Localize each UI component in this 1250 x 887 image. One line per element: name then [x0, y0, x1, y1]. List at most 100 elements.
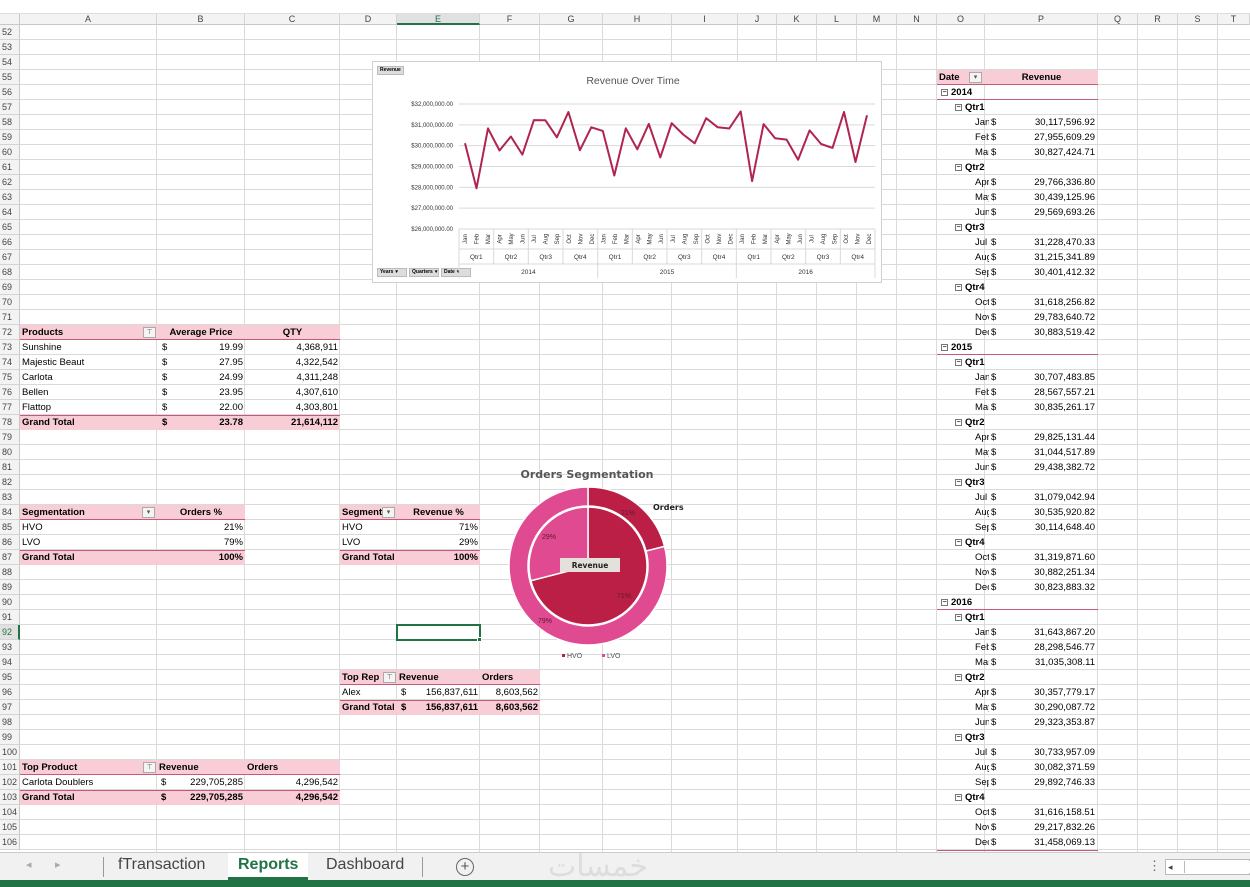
scrollbar-left-arrow[interactable]: ◂ — [1168, 862, 1173, 872]
row-header-94[interactable]: 94 — [0, 655, 20, 670]
quarter-row[interactable]: − Qtr2 — [953, 415, 1013, 430]
row-header-98[interactable]: 98 — [0, 715, 20, 730]
sheet-tab-ftransaction[interactable]: fTransaction — [118, 856, 206, 873]
row-header-88[interactable]: 88 — [0, 565, 20, 580]
collapse-icon[interactable]: − — [955, 283, 962, 291]
row-header-95[interactable]: 95 — [0, 670, 20, 685]
row-header-55[interactable]: 55 — [0, 70, 20, 85]
column-header-T[interactable]: T — [1218, 14, 1250, 25]
row-header-80[interactable]: 80 — [0, 445, 20, 460]
row-header-65[interactable]: 65 — [0, 220, 20, 235]
row-header-84[interactable]: 84 — [0, 505, 20, 520]
top-filter-button[interactable]: ⊤ — [143, 762, 156, 773]
row-header-93[interactable]: 93 — [0, 640, 20, 655]
quarter-row[interactable]: − Qtr3 — [953, 475, 1013, 490]
collapse-icon[interactable]: − — [955, 103, 962, 111]
row-header-52[interactable]: 52 — [0, 25, 20, 40]
column-header-L[interactable]: L — [817, 14, 857, 25]
quarter-row[interactable]: − Qtr3 — [953, 220, 1013, 235]
sheet-tab-dashboard[interactable]: Dashboard — [326, 856, 405, 873]
quarter-row[interactable]: − Qtr1 — [953, 100, 1013, 115]
row-header-63[interactable]: 63 — [0, 190, 20, 205]
row-header-57[interactable]: 57 — [0, 100, 20, 115]
row-header-53[interactable]: 53 — [0, 40, 20, 55]
row-header-106[interactable]: 106 — [0, 835, 20, 850]
year-row[interactable]: −2016 — [939, 595, 1019, 610]
select-all-corner[interactable] — [0, 14, 20, 25]
row-header-79[interactable]: 79 — [0, 430, 20, 445]
row-header-78[interactable]: 78 — [0, 415, 20, 430]
row-header-75[interactable]: 75 — [0, 370, 20, 385]
column-header-E[interactable]: E — [397, 14, 480, 25]
row-header-60[interactable]: 60 — [0, 145, 20, 160]
products-filter-button[interactable]: ⊤ — [143, 327, 156, 338]
plus-circle-icon[interactable]: + — [456, 858, 474, 876]
column-header-J[interactable]: J — [738, 14, 777, 25]
date-filter-button[interactable]: ▾ — [969, 72, 982, 83]
scrollbar-thumb[interactable] — [1184, 861, 1250, 873]
collapse-icon[interactable]: − — [955, 538, 962, 546]
row-header-89[interactable]: 89 — [0, 580, 20, 595]
collapse-icon[interactable]: − — [955, 223, 962, 231]
row-header-69[interactable]: 69 — [0, 280, 20, 295]
top-filter-button[interactable]: ⊤ — [383, 672, 396, 683]
row-header-67[interactable]: 67 — [0, 250, 20, 265]
row-header-85[interactable]: 85 — [0, 520, 20, 535]
row-header-86[interactable]: 86 — [0, 535, 20, 550]
field-button-years[interactable]: Years ▾ — [377, 268, 407, 277]
row-header-70[interactable]: 70 — [0, 295, 20, 310]
row-header-74[interactable]: 74 — [0, 355, 20, 370]
year-row[interactable]: −2014 — [939, 85, 1019, 100]
quarter-row[interactable]: − Qtr2 — [953, 670, 1013, 685]
row-header-91[interactable]: 91 — [0, 610, 20, 625]
row-header-73[interactable]: 73 — [0, 340, 20, 355]
collapse-icon[interactable]: − — [955, 163, 962, 171]
row-header-100[interactable]: 100 — [0, 745, 20, 760]
column-header-K[interactable]: K — [777, 14, 817, 25]
collapse-icon[interactable]: − — [955, 733, 962, 741]
collapse-icon[interactable]: − — [955, 418, 962, 426]
column-header-B[interactable]: B — [157, 14, 245, 25]
row-header-101[interactable]: 101 — [0, 760, 20, 775]
sheet-tab-reports[interactable]: Reports — [228, 853, 309, 880]
column-header-P[interactable]: P — [985, 14, 1098, 25]
quarter-row[interactable]: − Qtr4 — [953, 280, 1013, 295]
row-header-59[interactable]: 59 — [0, 130, 20, 145]
row-header-97[interactable]: 97 — [0, 700, 20, 715]
collapse-icon[interactable]: − — [941, 598, 948, 606]
selected-cell-E92[interactable] — [396, 624, 481, 641]
row-header-90[interactable]: 90 — [0, 595, 20, 610]
quarter-row[interactable]: − Qtr4 — [953, 790, 1013, 805]
row-header-102[interactable]: 102 — [0, 775, 20, 790]
row-header-96[interactable]: 96 — [0, 685, 20, 700]
field-button-date[interactable]: Date ▾ — [441, 268, 471, 277]
column-header-Q[interactable]: Q — [1098, 14, 1138, 25]
row-header-72[interactable]: 72 — [0, 325, 20, 340]
row-header-68[interactable]: 68 — [0, 265, 20, 280]
scroll-left-arrow[interactable]: ◂ — [26, 859, 32, 871]
row-header-56[interactable]: 56 — [0, 85, 20, 100]
row-header-64[interactable]: 64 — [0, 205, 20, 220]
column-header-F[interactable]: F — [480, 14, 540, 25]
row-header-71[interactable]: 71 — [0, 310, 20, 325]
column-header-O[interactable]: O — [937, 14, 985, 25]
column-header-H[interactable]: H — [603, 14, 672, 25]
scroll-right-arrow[interactable]: ▸ — [55, 859, 61, 871]
row-header-82[interactable]: 82 — [0, 475, 20, 490]
row-header-103[interactable]: 103 — [0, 790, 20, 805]
row-header-83[interactable]: 83 — [0, 490, 20, 505]
row-header-81[interactable]: 81 — [0, 460, 20, 475]
row-header-105[interactable]: 105 — [0, 820, 20, 835]
column-header-R[interactable]: R — [1138, 14, 1178, 25]
orders-segmentation-chart[interactable]: Orders Segmentation 21% 29% 71% 79% Orders Rev… — [500, 462, 700, 667]
fill-handle[interactable] — [477, 637, 482, 642]
field-button-quarters[interactable]: Quarters ▾ — [409, 268, 439, 277]
column-header-C[interactable]: C — [245, 14, 340, 25]
column-header-I[interactable]: I — [672, 14, 738, 25]
row-header-61[interactable]: 61 — [0, 160, 20, 175]
quarter-row[interactable]: − Qtr1 — [953, 610, 1013, 625]
row-header-99[interactable]: 99 — [0, 730, 20, 745]
row-header-87[interactable]: 87 — [0, 550, 20, 565]
row-header-92[interactable]: 92 — [0, 625, 20, 640]
column-header-G[interactable]: G — [540, 14, 603, 25]
